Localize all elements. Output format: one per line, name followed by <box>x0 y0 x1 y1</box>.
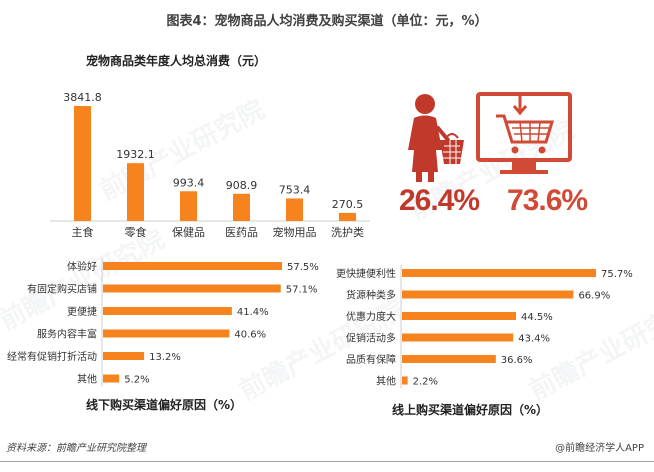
category-label: 经常有促销打折活动 <box>7 350 97 363</box>
bar <box>180 191 197 221</box>
online-chart-title: 线上购买渠道偏好原因（%） <box>392 403 549 417</box>
category-label: 医药品 <box>225 226 258 239</box>
data-label: 44.5% <box>521 312 553 323</box>
bar <box>103 284 281 293</box>
source-note: 资料来源：前瞻产业研究院整理 <box>6 443 146 454</box>
data-label: 13.2% <box>149 352 181 363</box>
bar <box>402 333 514 342</box>
data-label: 66.9% <box>578 291 610 302</box>
data-label: 908.9 <box>226 179 258 192</box>
bar <box>103 352 145 360</box>
data-label: 2.2% <box>413 377 438 388</box>
bar <box>402 269 596 277</box>
category-label: 体验好 <box>67 260 97 273</box>
category-label: 品质有保障 <box>346 353 396 366</box>
data-label: 753.4 <box>279 183 311 196</box>
brand-credit: @前瞻经济学人APP <box>555 443 644 454</box>
category-label: 更便捷 <box>67 305 97 318</box>
bar <box>402 290 574 299</box>
category-label: 保健品 <box>172 225 205 239</box>
category-label: 有固定购买店铺 <box>27 283 97 296</box>
category-label: 其他 <box>376 375 396 388</box>
bar <box>402 355 496 363</box>
data-label: 57.1% <box>286 285 318 296</box>
category-label: 更快捷便利性 <box>336 267 396 280</box>
bar <box>103 307 232 315</box>
data-label: 43.4% <box>518 334 550 345</box>
data-label: 5.2% <box>124 375 149 386</box>
bar <box>402 312 517 320</box>
category-label: 洗护类 <box>331 225 364 239</box>
data-label: 57.5% <box>287 262 319 273</box>
bar <box>103 262 282 270</box>
data-label: 270.5 <box>332 198 364 211</box>
category-label: 优惠力度大 <box>346 310 396 323</box>
data-label: 3841.8 <box>63 91 102 104</box>
category-label: 其他 <box>77 373 97 386</box>
bar <box>103 329 230 338</box>
bar <box>339 212 356 221</box>
category-label: 零食 <box>125 225 147 239</box>
consumption-chart-title: 宠物商品类年度人均总消费（元） <box>86 54 267 68</box>
bar <box>402 376 408 385</box>
data-label: 75.7% <box>601 269 633 280</box>
data-label: 41.4% <box>237 307 269 318</box>
offline-share-value: 26.4% <box>399 184 480 217</box>
category-label: 货源种类多 <box>346 289 396 302</box>
data-label: 1932.1 <box>116 148 155 161</box>
category-label: 宠物用品 <box>273 225 317 239</box>
offline-chart-title: 线下购买渠道偏好原因（%） <box>86 398 243 412</box>
data-label: 36.6% <box>501 355 533 366</box>
figure-title: 图表4：宠物商品人均消费及购买渠道（单位：元，%） <box>166 14 488 29</box>
bar <box>127 163 144 221</box>
online-share-value: 73.6% <box>507 184 588 217</box>
bar <box>286 198 303 221</box>
bar <box>103 374 120 383</box>
bar <box>74 106 91 221</box>
bar <box>233 193 250 221</box>
category-label: 促销活动多 <box>346 332 396 345</box>
category-label: 服务内容丰富 <box>37 328 97 341</box>
category-label: 主食 <box>72 225 94 239</box>
data-label: 993.4 <box>173 176 205 189</box>
bottom-divider <box>0 461 654 462</box>
data-label: 40.6% <box>234 330 266 341</box>
